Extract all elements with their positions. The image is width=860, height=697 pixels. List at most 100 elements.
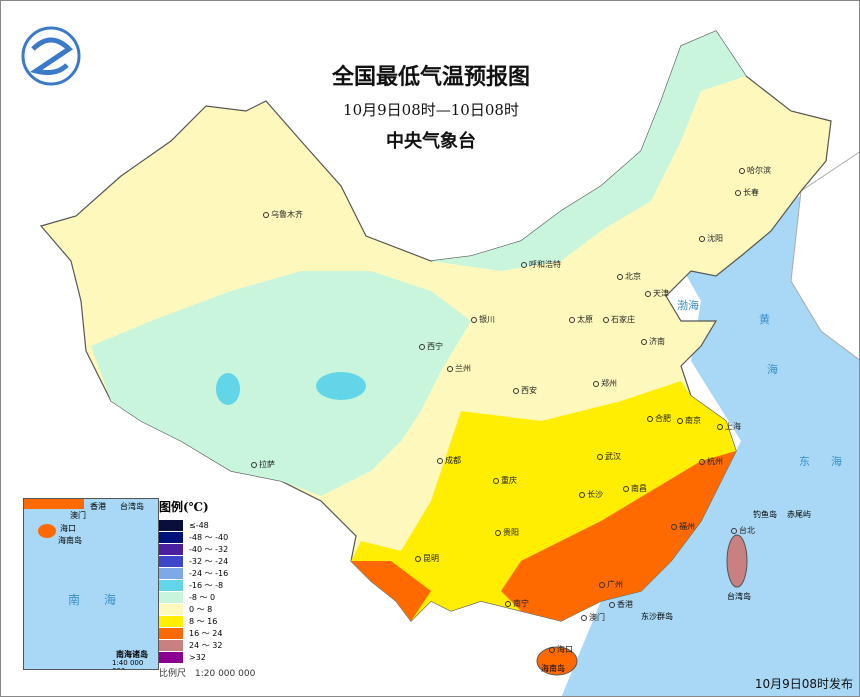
inset-mainland	[24, 499, 84, 509]
legend-swatch	[159, 639, 183, 651]
legend: 图例(℃) ≤-48 -48 ～ -40 -40 ～ -32 -32 ～ -24 -24…	[159, 498, 279, 679]
legend-swatch	[159, 651, 183, 663]
legend-item: -40 ～ -32	[159, 543, 279, 555]
legend-item: -24 ～ -16	[159, 567, 279, 579]
neighbor-land	[790, 151, 859, 361]
city-label: 天津	[645, 288, 669, 299]
city-label: 拉萨	[251, 459, 275, 470]
legend-label: -8 ～ 0	[189, 592, 216, 602]
inset-scale: 1:40 000 000	[112, 659, 144, 669]
legend-label: ≤-48	[189, 520, 209, 530]
legend-label: 8 ～ 16	[189, 616, 218, 626]
city-label: 长沙	[579, 489, 603, 500]
zone-minus8-0-plateau	[91, 271, 471, 496]
legend-swatch	[159, 627, 183, 639]
inset-label: 南海诸岛	[116, 650, 148, 659]
city-label: 乌鲁木齐	[263, 209, 303, 220]
zone-minus16-8	[316, 372, 366, 400]
city-label: 济南	[641, 336, 665, 347]
legend-swatch	[159, 543, 183, 555]
zone-16-24-southwest	[351, 561, 431, 621]
city-label: 石家庄	[603, 314, 635, 325]
legend-swatch	[159, 555, 183, 567]
south-china-sea-inset: 香港 澳门 台湾岛 海口 海南岛 南 海 南海诸岛 1:40 000 000	[23, 498, 159, 670]
legend-swatch	[159, 579, 183, 591]
sea-label: 东	[799, 455, 810, 468]
legend-item: -32 ～ -24	[159, 555, 279, 567]
city-label: 沈阳	[699, 233, 723, 244]
publish-time: 10月9日08时发布	[754, 677, 853, 691]
inset-label: 海口	[60, 524, 76, 533]
inset-sea-label: 海	[104, 593, 117, 607]
cma-logo-swirl	[29, 37, 73, 75]
sea-label: 黄	[759, 313, 770, 326]
zone-minus16-8	[216, 373, 240, 405]
legend-swatch	[159, 519, 183, 531]
city-label: 西宁	[419, 341, 443, 352]
city-label: 合肥	[647, 413, 671, 424]
issuer: 中央气象台	[386, 131, 476, 152]
city-label: 昆明	[415, 553, 439, 564]
legend-item: ≤-48	[159, 519, 279, 531]
city-label: 贵阳	[495, 527, 519, 538]
legend-title: 图例(℃)	[159, 500, 209, 514]
city-label: 南昌	[623, 483, 647, 494]
legend-item: 16 ～ 24	[159, 627, 279, 639]
sea-area	[561, 181, 859, 696]
city-label: 呼和浩特	[521, 259, 561, 270]
legend-label: -24 ～ -16	[189, 568, 229, 578]
inset-label: 澳门	[70, 511, 86, 520]
city-label: 兰州	[447, 363, 471, 374]
legend-label: -48 ～ -40	[189, 532, 229, 542]
city-label: 哈尔滨	[739, 165, 771, 176]
city-label: 南京	[677, 415, 701, 426]
legend-label: -16 ～ -8	[189, 580, 224, 590]
city-label: 南宁	[505, 598, 529, 609]
legend-label: -40 ～ -32	[189, 544, 229, 554]
legend-swatch	[159, 567, 183, 579]
legend-label: 0 ～ 8	[189, 604, 213, 614]
inset-sea-label: 南	[68, 593, 81, 607]
inset-hainan	[38, 524, 56, 538]
city-label: 郑州	[593, 378, 617, 389]
legend-item: -48 ～ -40	[159, 531, 279, 543]
zone-minus8-0-north	[431, 31, 746, 271]
city-label: 台北	[731, 525, 755, 536]
taiwan-island	[726, 534, 748, 588]
city-label: 成都	[437, 455, 461, 466]
zone-16-24	[501, 451, 736, 621]
legend-swatch	[159, 531, 183, 543]
legend-swatch	[159, 603, 183, 615]
city-label: 银川	[471, 314, 495, 325]
legend-label: 24 ～ 32	[189, 640, 223, 650]
map-title: 全国最低气温预报图	[331, 65, 530, 90]
city-label: 重庆	[493, 475, 517, 486]
legend-label: >32	[189, 652, 206, 662]
legend-swatch	[159, 591, 183, 603]
inset-label: 台湾岛	[120, 502, 144, 511]
place-label: 海南岛	[541, 664, 565, 673]
place-label: 台湾岛	[727, 592, 751, 601]
place-label: 东沙群岛	[641, 612, 673, 621]
city-label: 香港	[609, 599, 633, 610]
city-label: 海口	[549, 644, 573, 655]
city-label: 福州	[671, 521, 695, 532]
city-label: 广州	[599, 579, 623, 590]
legend-swatch	[159, 615, 183, 627]
legend-label: -32 ～ -24	[189, 556, 229, 566]
sea-label: 海	[767, 363, 778, 376]
place-label: 钓鱼岛	[753, 510, 777, 519]
map-scale: 比例尺 1:20 000 000	[159, 669, 256, 679]
inset-label: 海南岛	[58, 536, 82, 545]
place-label: 赤尾屿	[787, 510, 811, 519]
legend-item: -8 ～ 0	[159, 591, 279, 603]
inset-label: 香港	[90, 502, 106, 511]
legend-item: 8 ～ 16	[159, 615, 279, 627]
legend-item: 0 ～ 8	[159, 603, 279, 615]
forecast-period: 10月9日08时—10日08时	[343, 101, 519, 119]
city-label: 上海	[717, 421, 741, 432]
legend-item: -16 ～ -8	[159, 579, 279, 591]
city-label: 澳门	[581, 612, 605, 623]
